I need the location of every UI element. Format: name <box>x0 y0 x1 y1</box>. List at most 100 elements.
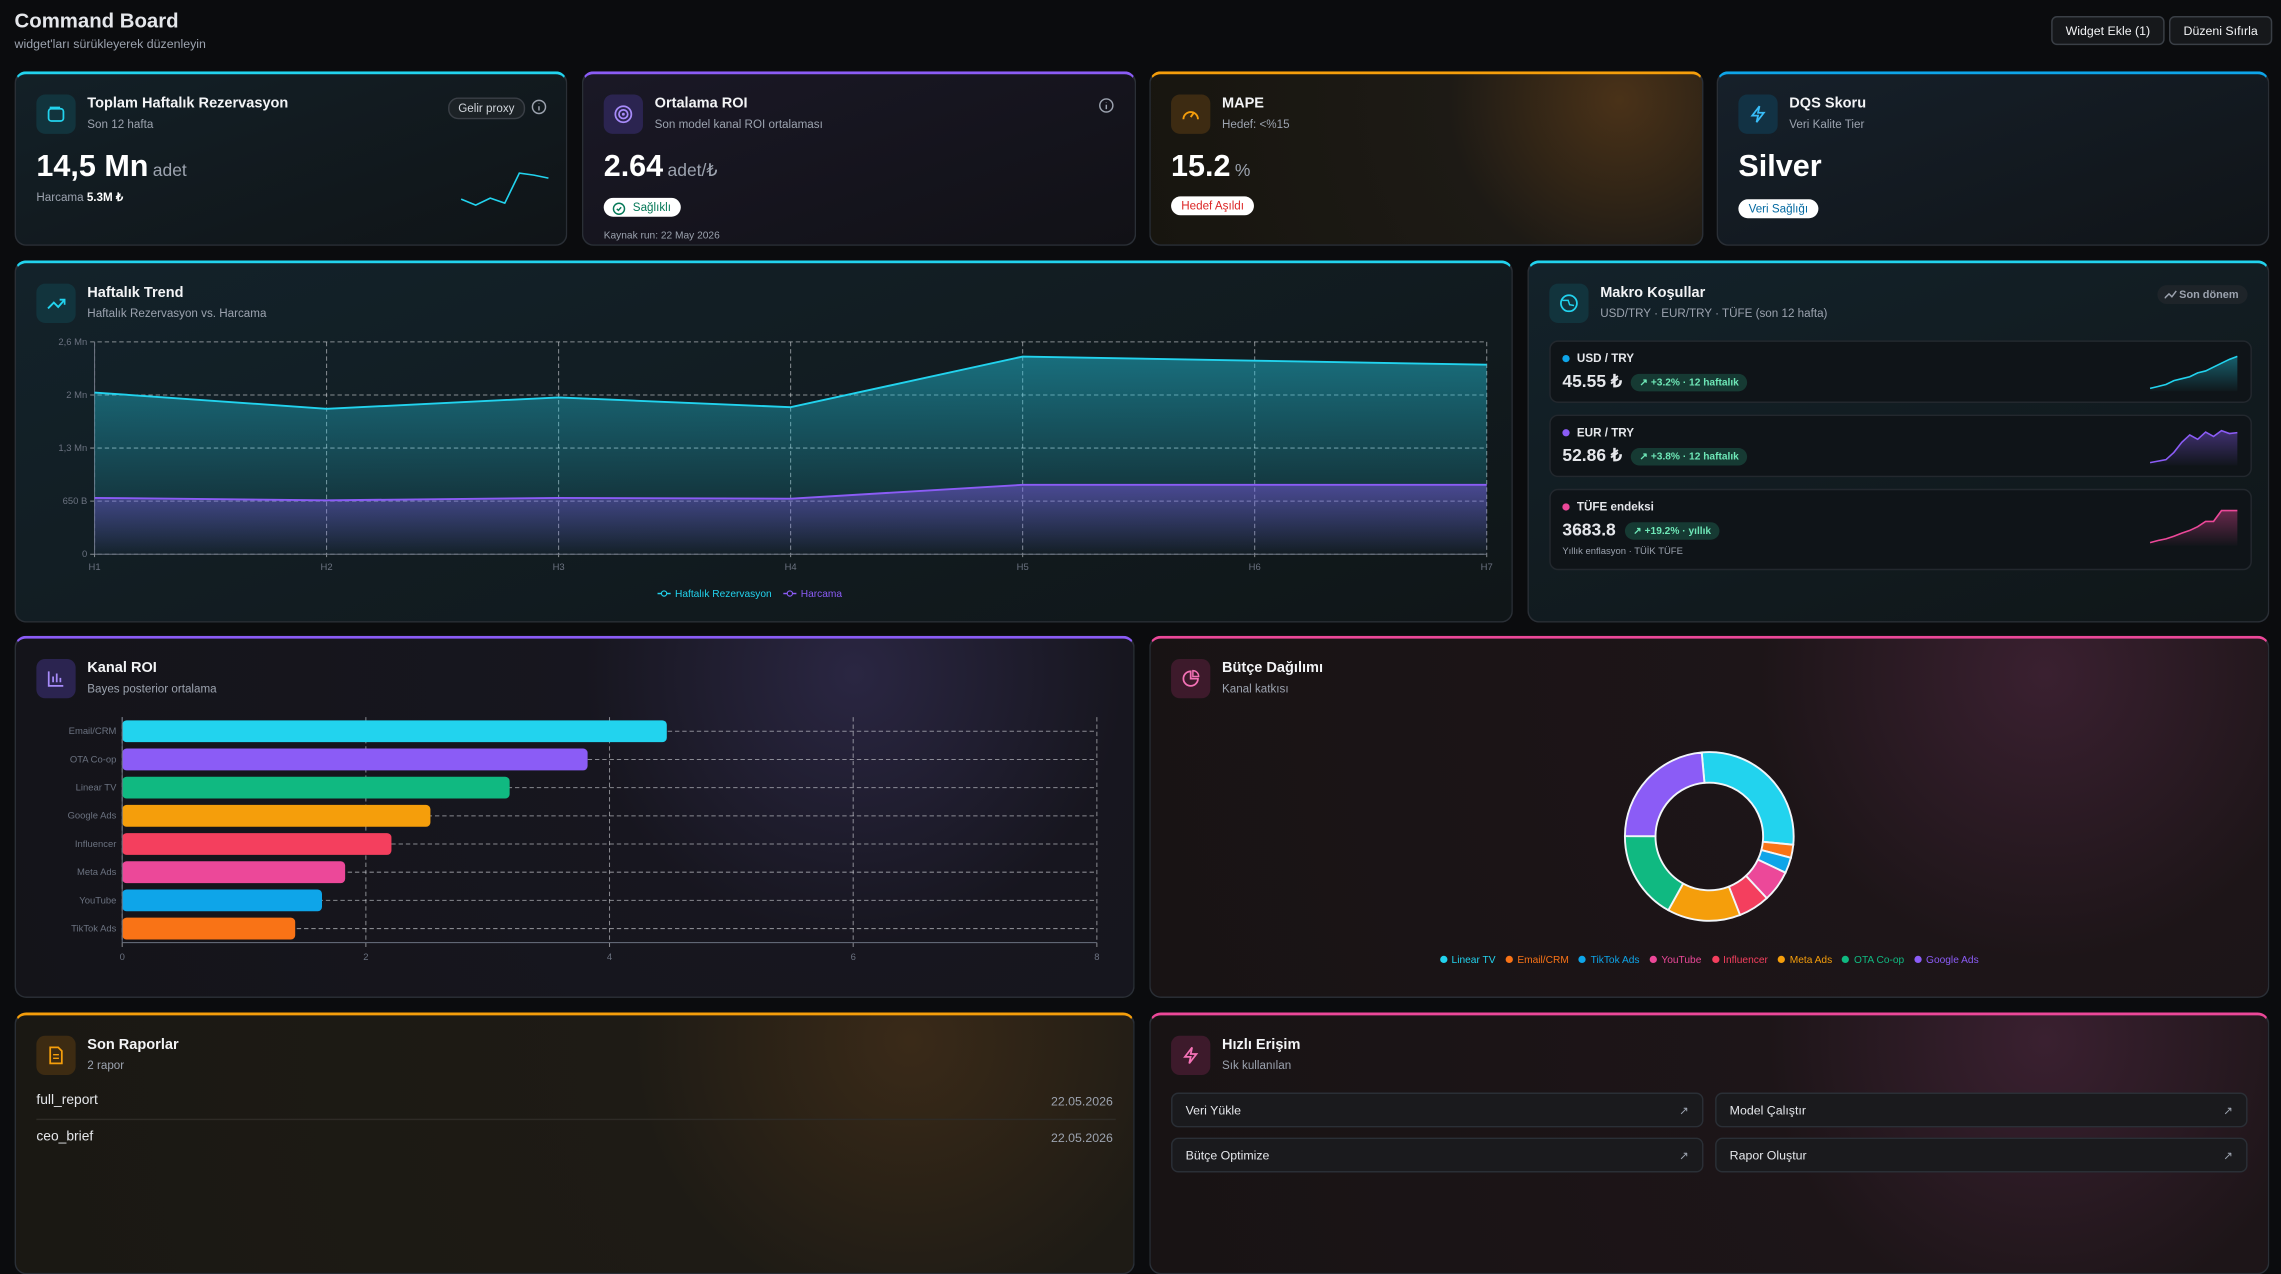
kpi-card[interactable]: Toplam Haftalık Rezervasyon Son 12 hafta… <box>14 71 568 246</box>
label: EUR / TRY <box>1576 426 1635 440</box>
bar <box>122 833 392 855</box>
bar <box>122 804 431 827</box>
y-tick-label: Linear TV <box>76 783 117 794</box>
legend-item: TikTok Ads <box>1579 955 1640 966</box>
quick-action[interactable]: Bütçe Optimize ↗ <box>1171 1137 1704 1173</box>
legend-label: Linear TV <box>1451 955 1496 966</box>
area <box>94 484 1487 555</box>
spark-line <box>2149 429 2238 464</box>
kpi-card[interactable]: Ortalama ROI Son model kanal ROI ortalam… <box>581 71 1137 246</box>
card-title: MAPE <box>1221 96 1265 113</box>
y-tick-label: Google Ads <box>68 811 117 822</box>
y-tick-label: 650 B <box>63 496 88 507</box>
kpi-card[interactable]: DQS Skoru Veri Kalite Tier Silver Veri S… <box>1716 71 2270 246</box>
y-tick-label: 2,6 Mn <box>58 337 87 348</box>
slice <box>1623 835 1685 912</box>
x-tick-label: H2 <box>321 562 333 573</box>
card-subtitle: Son 12 hafta <box>87 117 154 131</box>
icon <box>1738 94 1778 134</box>
quick-panel: Hızlı Erişim Sık kullanılan Veri Yükle ↗ … <box>1149 1012 2270 1274</box>
legend-label: Haftalık Rezervasyon <box>675 589 772 600</box>
row-label: EUR / TRY <box>1562 426 1634 439</box>
report-name[interactable]: full_report <box>36 1092 98 1109</box>
value: Silver <box>1738 149 1822 184</box>
budget-donut <box>1623 751 1795 922</box>
legend-item: YouTube <box>1649 955 1701 966</box>
change-chip: ↗ +3.2% · 12 haftalık <box>1630 373 1748 392</box>
sparkline <box>460 172 549 206</box>
panel-subtitle: Bayes posterior ortalama <box>87 682 217 696</box>
add-widget-button[interactable]: Widget Ekle (1) <box>2051 16 2165 46</box>
legend-item: OTA Co-op <box>1842 955 1905 966</box>
info-icon[interactable] <box>1098 97 1114 113</box>
value: 2.64 <box>603 149 664 184</box>
legend-dot <box>1711 955 1719 964</box>
macro-row: EUR / TRY 52.86 ₺ ↗ +3.8% · 12 haftalık <box>1549 414 2252 478</box>
row-label: USD / TRY <box>1562 352 1634 365</box>
slice <box>1623 751 1706 838</box>
trend-chart: 0 650 B 1,3 Mn 2 Mn 2,6 Mn H1 H2 H3 H4 H5 H6 H7 Haft… <box>58 337 1492 600</box>
reports-panel: Son Raporlar 2 rapor full_report 22.05.2… <box>14 1012 1135 1274</box>
legend-label: TikTok Ads <box>1590 955 1640 966</box>
legend-dot <box>1649 955 1657 964</box>
bar <box>122 889 323 912</box>
panel-subtitle: Kanal katkısı <box>1221 682 1289 696</box>
info-icon[interactable] <box>531 99 547 115</box>
report-name[interactable]: ceo_brief <box>36 1128 94 1145</box>
x-tick-label: 2 <box>363 952 368 963</box>
page-title: Command Board <box>14 8 179 33</box>
row-note: Yıllık enflasyon · TÜİK TÜFE <box>1562 546 1683 558</box>
legend-label: Google Ads <box>1926 955 1979 966</box>
panel-subtitle: USD/TRY · EUR/TRY · TÜFE (son 12 hafta) <box>1600 306 1828 321</box>
badge: Son dönem <box>2157 285 2248 305</box>
y-tick-label: Meta Ads <box>77 867 117 878</box>
change-chip: ↗ +19.2% · yıllık <box>1624 521 1720 540</box>
value: 45.55 ₺ <box>1562 370 1623 392</box>
legend: Linear TV Email/CRM TikTok Ads YouTube Influ… <box>1149 955 2269 966</box>
note-label: Harcama <box>36 190 84 204</box>
slice <box>1700 751 1795 846</box>
macro-row: TÜFE endeksi 3683.8 ↗ +19.2% · yıllık Yıl… <box>1549 488 2252 571</box>
legend-item: Meta Ads <box>1778 955 1832 966</box>
x-tick-label: H3 <box>553 562 565 573</box>
quick-action[interactable]: Rapor Oluştur ↗ <box>1715 1137 2248 1173</box>
quick-action[interactable]: Model Çalıştır ↗ <box>1715 1092 2248 1128</box>
card-title: Toplam Haftalık Rezervasyon <box>87 96 289 113</box>
action-label: Bütçe Optimize <box>1185 1147 1270 1163</box>
value: 52.86 ₺ <box>1562 445 1623 466</box>
x-tick-label: 8 <box>1094 952 1099 963</box>
row-label: TÜFE endeksi <box>1562 500 1654 514</box>
card-subtitle: Veri Kalite Tier <box>1789 117 1865 131</box>
kpi-card[interactable]: MAPE Hedef: <%15 15.2% Hedef Aşıldı <box>1149 71 1704 246</box>
label: USD / TRY <box>1576 352 1635 366</box>
icon <box>36 1035 76 1076</box>
budget-panel: Bütçe Dağılımı Kanal katkısı <box>1149 635 2270 998</box>
y-tick-label: Email/CRM <box>69 726 117 737</box>
reset-layout-button[interactable]: Düzeni Sıfırla <box>2168 16 2273 46</box>
dot <box>1562 429 1570 437</box>
quick-action[interactable]: Veri Yükle ↗ <box>1171 1092 1704 1128</box>
change: +3.2% · 12 haftalık <box>1650 377 1739 389</box>
panel-title: Hızlı Erişim <box>1221 1037 1301 1054</box>
x-tick-label: 0 <box>120 952 125 963</box>
macro-panel: Makro Koşullar USD/TRY · EUR/TRY · TÜFE … <box>1527 260 2270 623</box>
spark-line <box>2149 509 2238 544</box>
dot <box>1562 354 1570 363</box>
value: 15.2 <box>1171 149 1231 184</box>
x-tick-label: H1 <box>89 562 101 573</box>
status-badge: Hedef Aşıldı <box>1171 196 1255 216</box>
x-tick-label: H6 <box>1249 562 1261 573</box>
bar <box>122 720 667 743</box>
value: 14,5 Mn <box>36 149 149 184</box>
panel-title: Kanal ROI <box>87 660 157 677</box>
legend-dot <box>1778 955 1786 964</box>
bar <box>122 861 346 884</box>
value: 3683.8 <box>1562 519 1616 540</box>
legend-label: OTA Co-op <box>1854 955 1905 966</box>
legend-dot <box>1842 955 1850 964</box>
icon <box>36 658 76 699</box>
icon <box>1171 94 1211 134</box>
spark-line <box>460 172 549 206</box>
y-tick-label: Influencer <box>75 839 116 850</box>
